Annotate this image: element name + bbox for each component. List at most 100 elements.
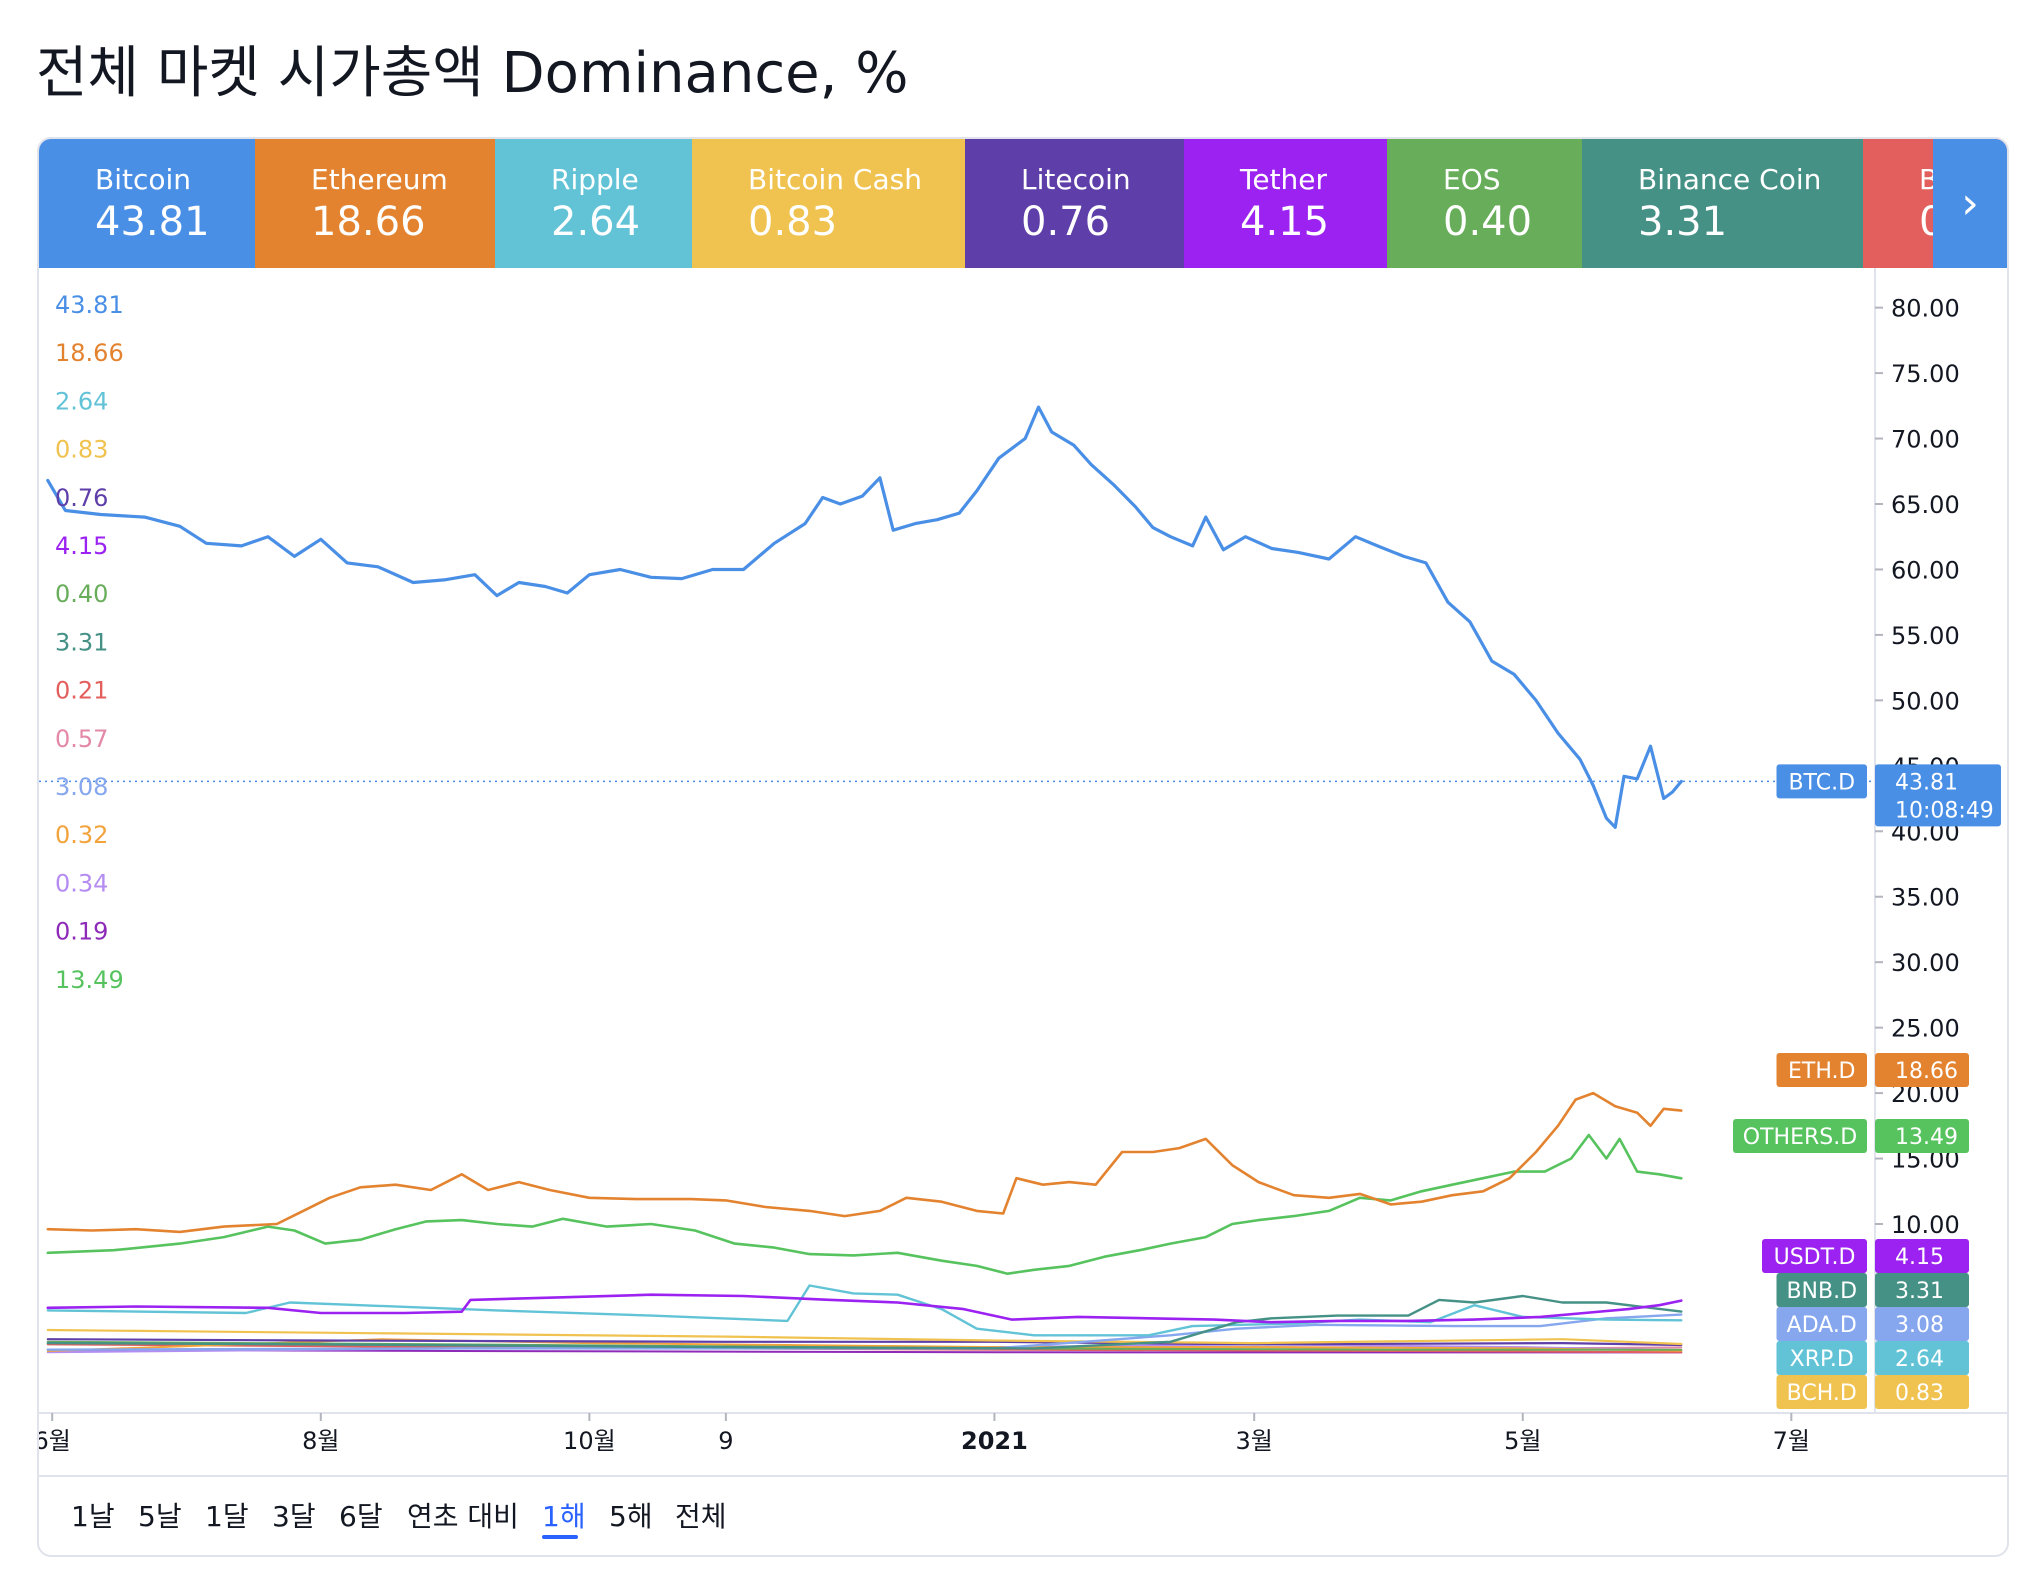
legend-value: 2.64 xyxy=(55,387,108,415)
axis-label-name: ETH.D xyxy=(1788,1059,1855,1084)
axis-label-bnb-d: BNB.D 3.31 xyxy=(1776,1273,1969,1307)
ticker-value: 4.15 xyxy=(1240,199,1330,245)
series-line-btc-d xyxy=(46,405,1683,829)
legend-value: 18.66 xyxy=(55,339,124,367)
ticker-name: Ethereum xyxy=(311,163,448,196)
axis-label-name-box xyxy=(1776,1273,1867,1307)
ticker-value: 0.76 xyxy=(1021,199,1111,245)
range-button[interactable]: 5날 xyxy=(138,1500,182,1533)
y-tick-label: 30.00 xyxy=(1891,949,1960,977)
axis-label-value-box xyxy=(1875,1053,1969,1087)
axis-label-name-box xyxy=(1776,1053,1867,1087)
range-selector: 1날 5날 1달 3달 6달 연초 대비 1해 5해 전체 xyxy=(39,1475,2007,1555)
axis-label-value: 2.64 xyxy=(1895,1347,1944,1372)
axis-label-name: USDT.D xyxy=(1774,1245,1856,1270)
ticker-next-button[interactable]: › xyxy=(1933,139,2007,268)
axis-series-labels: BTC.D 43.81 10:08:49 ETH.D 18.66 OTHERS.D 13.4… xyxy=(1733,764,2001,1409)
axis-label-name-box xyxy=(1762,1239,1867,1273)
axis-label-name: XRP.D xyxy=(1790,1347,1854,1372)
axis-label-btc-d: BTC.D 43.81 10:08:49 xyxy=(1776,764,2001,827)
range-button[interactable]: 연초 대비 xyxy=(407,1500,519,1533)
ticker-card[interactable]: Binance Coin 3.31 xyxy=(1582,139,1863,268)
time-axis: 6월 8월 10월 9 2021 3월 5월 7월 xyxy=(39,1413,1810,1455)
axis-label-value: 43.81 xyxy=(1895,770,1958,795)
y-tick-label: 70.00 xyxy=(1891,426,1960,454)
ticker-value: 43.81 xyxy=(95,199,210,245)
x-tick-label: 10월 xyxy=(563,1427,616,1455)
axis-label-name: BCH.D xyxy=(1787,1381,1857,1406)
legend-value: 0.40 xyxy=(55,580,108,608)
ticker-name: Binance Coin xyxy=(1638,163,1822,196)
axis-label-time: 10:08:49 xyxy=(1895,798,1994,823)
legend-value: 0.76 xyxy=(55,484,108,512)
axis-label-name-box xyxy=(1776,1341,1867,1375)
x-tick-label: 7월 xyxy=(1773,1427,1810,1455)
ticker-value: 2.64 xyxy=(551,199,641,245)
y-tick-label: 65.00 xyxy=(1891,491,1960,519)
range-button[interactable]: 1달 xyxy=(205,1500,249,1533)
axis-label-name-box xyxy=(1776,1375,1867,1409)
ticker-card[interactable]: Bitcoin 43.81 xyxy=(39,139,255,268)
ticker-value: 0.83 xyxy=(748,199,838,245)
active-range-underline xyxy=(542,1535,578,1539)
ticker-card[interactable]: Tether 4.15 xyxy=(1184,139,1387,268)
y-tick-label: 50.00 xyxy=(1891,687,1960,715)
range-button[interactable]: 3달 xyxy=(272,1500,316,1533)
x-tick-label: 3월 xyxy=(1236,1427,1273,1455)
ticker-card[interactable]: Ripple 2.64 xyxy=(495,139,692,268)
ticker-name: Bitcoin Cash xyxy=(748,163,922,196)
y-tick-label: 25.00 xyxy=(1891,1015,1960,1043)
axis-label-value-box xyxy=(1875,1273,1969,1307)
y-tick-label: 10.00 xyxy=(1891,1211,1960,1239)
legend-value: 0.19 xyxy=(55,918,108,946)
axis-label-ada-d: ADA.D 3.08 xyxy=(1776,1307,1969,1341)
ticker-name: Tether xyxy=(1240,163,1328,196)
legend-value: 0.83 xyxy=(55,436,108,464)
axis-label-value: 18.66 xyxy=(1895,1059,1958,1084)
ticker-card[interactable]: EOS 0.40 xyxy=(1387,139,1582,268)
ticker-card[interactable]: Bitcoin Cash 0.83 xyxy=(692,139,965,268)
y-tick-label: 55.00 xyxy=(1891,622,1960,650)
series-line-ada-d xyxy=(46,1313,1683,1351)
ticker-card[interactable]: Ethereum 18.66 xyxy=(255,139,495,268)
x-tick-label: 9 xyxy=(718,1427,733,1455)
range-button[interactable]: 1날 xyxy=(71,1500,115,1533)
axis-label-value: 3.31 xyxy=(1895,1279,1944,1304)
x-tick-label: 2021 xyxy=(961,1427,1028,1455)
axis-label-eth-d: ETH.D 18.66 xyxy=(1776,1053,1969,1087)
series-line-bsv-d xyxy=(46,1343,1683,1354)
legend-value: 0.57 xyxy=(55,725,108,753)
axis-label-value-box xyxy=(1875,1239,1969,1273)
ticker-value: 18.66 xyxy=(311,199,426,245)
series-group xyxy=(46,405,1683,1354)
x-tick-label: 6월 xyxy=(39,1427,71,1455)
axis-label-name: OTHERS.D xyxy=(1743,1125,1857,1150)
legend-value: 13.49 xyxy=(55,966,124,994)
chart-background xyxy=(39,268,2007,1478)
range-button[interactable]: 5해 xyxy=(609,1500,653,1533)
ticker-name: Bitcoin xyxy=(95,163,192,196)
range-button[interactable]: 전체 xyxy=(675,1500,727,1533)
axis-label-value-box xyxy=(1875,1307,1969,1341)
ticker-card[interactable]: Litecoin 0.76 xyxy=(965,139,1184,268)
series-line-others-d xyxy=(46,1133,1683,1275)
axis-label-value-box xyxy=(1875,764,2001,827)
axis-label-name-box xyxy=(1733,1119,1867,1153)
axis-label-xrp-d: XRP.D 2.64 xyxy=(1776,1341,1969,1375)
legend-value: 43.81 xyxy=(55,291,124,319)
axis-label-name-box xyxy=(1776,764,1867,799)
dominance-chart[interactable]: 10.0015.0020.0025.0030.0035.0040.0045.00… xyxy=(39,268,2007,1478)
legend-value: 4.15 xyxy=(55,532,108,560)
ticker-value: 3.31 xyxy=(1638,199,1728,245)
axis-label-value-box xyxy=(1875,1341,1969,1375)
ticker-name: Litecoin xyxy=(1021,163,1131,196)
chevron-right-icon: › xyxy=(1961,178,1979,229)
y-tick-label: 75.00 xyxy=(1891,360,1960,388)
legend-value: 3.31 xyxy=(55,628,108,656)
range-button[interactable]: 1해 xyxy=(542,1500,586,1533)
legend-value: 3.08 xyxy=(55,773,108,801)
range-button[interactable]: 6달 xyxy=(339,1500,383,1533)
ticker-bar: Bitcoin 43.81 Ethereum 18.66 Ripple 2.64 Bitco… xyxy=(39,139,2007,268)
axis-label-value: 4.15 xyxy=(1895,1245,1944,1270)
series-line-usdt-d xyxy=(46,1293,1683,1324)
